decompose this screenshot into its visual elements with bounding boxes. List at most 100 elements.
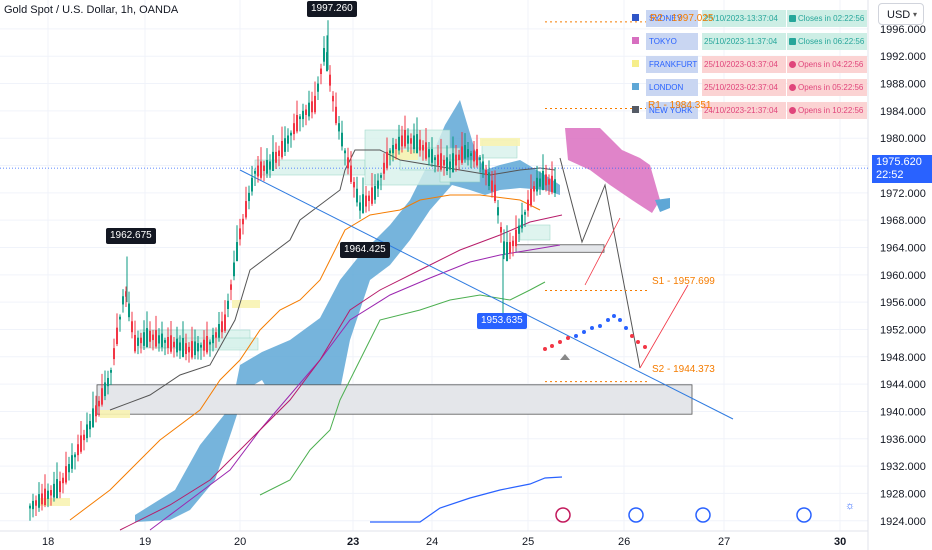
candle-body <box>44 488 46 506</box>
candle-body <box>446 157 448 171</box>
y-tick-label: 1996.000 <box>880 24 926 36</box>
candle-body <box>551 175 553 193</box>
chevron-down-icon: ▾ <box>912 10 917 19</box>
ma-purple-fast <box>119 214 563 531</box>
candle-body <box>248 192 250 202</box>
candle-body <box>242 218 244 225</box>
candle-body <box>542 170 544 191</box>
candle-body <box>203 339 205 351</box>
candle-body <box>533 186 535 192</box>
candle-body <box>464 145 466 159</box>
settings-gear-icon[interactable]: ☼ <box>845 500 856 512</box>
candle-body <box>146 328 148 348</box>
session-time: 25/10/2023-13:37:04 <box>702 10 786 27</box>
candle-body <box>209 341 211 345</box>
candle-body <box>95 405 97 417</box>
candle-body <box>455 154 457 166</box>
session-time: 24/10/2023-21:37:04 <box>702 102 786 119</box>
book-icon <box>789 38 796 45</box>
candle-body <box>305 109 307 115</box>
consolidation-box <box>519 224 551 241</box>
candle-body <box>374 186 376 200</box>
candle-body <box>62 477 64 484</box>
candle-body <box>449 161 451 170</box>
candle-body <box>269 161 271 170</box>
candle-body <box>188 346 190 353</box>
pattern-dot <box>550 344 554 348</box>
session-name: NEW YORK <box>646 102 698 119</box>
y-tick-label: 1952.000 <box>880 324 926 336</box>
candle-body <box>299 116 301 120</box>
y-tick-label: 1960.000 <box>880 270 926 282</box>
candle-body <box>308 102 310 117</box>
candle-body <box>227 300 229 309</box>
candle-body <box>512 240 514 247</box>
candle-body <box>71 455 73 469</box>
candle-body <box>116 327 118 345</box>
candle-body <box>173 341 175 348</box>
candle-body <box>479 157 481 161</box>
candles <box>29 35 556 521</box>
y-tick-label: 1956.000 <box>880 297 926 309</box>
candle-body <box>398 136 400 151</box>
candle-body <box>278 150 280 156</box>
candle-body <box>392 145 394 154</box>
candle-body <box>536 177 538 192</box>
candle-body <box>413 135 415 150</box>
y-tick-label: 1980.000 <box>880 133 926 145</box>
candle-body <box>428 149 430 158</box>
candle-body <box>122 296 124 305</box>
pattern-dot <box>598 324 602 328</box>
candle-body <box>518 225 520 234</box>
candle-body <box>362 194 364 214</box>
candle-body <box>137 337 139 346</box>
candle-body <box>548 179 550 185</box>
dot-icon <box>789 84 796 91</box>
candle-body <box>395 143 397 150</box>
candle-body <box>473 150 475 162</box>
candle-body <box>194 341 196 356</box>
session-swatch <box>632 14 639 21</box>
callout-left-high: 1962.675 <box>106 228 156 244</box>
y-tick-label: 1948.000 <box>880 352 926 364</box>
highlight-box <box>232 300 260 308</box>
candle-body <box>155 330 157 347</box>
candle-body <box>371 187 373 204</box>
level-label-s1: S1 - 1957.699 <box>652 276 715 287</box>
candle-body <box>53 483 55 498</box>
candle-body <box>89 421 91 430</box>
session-name: TOKYO <box>646 33 698 50</box>
candle-body <box>545 174 547 186</box>
y-tick-label: 1944.000 <box>880 379 926 391</box>
candle-body <box>101 388 103 405</box>
candle-body <box>74 454 76 458</box>
y-tick-label: 1928.000 <box>880 488 926 500</box>
callout-low: 1953.635 <box>477 313 527 329</box>
y-tick-label: 1968.000 <box>880 215 926 227</box>
currency-button[interactable]: USD ▾ <box>878 3 924 25</box>
candle-body <box>470 153 472 156</box>
projection-path <box>559 157 641 369</box>
pattern-dot <box>558 340 562 344</box>
candle-body <box>293 123 295 135</box>
highlight-box <box>388 150 418 160</box>
pattern-dot <box>643 345 647 349</box>
session-status: Opens in 05:22:56 <box>787 79 867 96</box>
candle-body <box>488 172 490 187</box>
y-tick-label: 1932.000 <box>880 461 926 473</box>
y-tick-label: 1988.000 <box>880 79 926 91</box>
candle-body <box>281 140 283 158</box>
pattern-dot <box>624 326 628 330</box>
candle-body <box>191 341 193 358</box>
session-status-text: Closes in 06:22:56 <box>798 37 865 46</box>
candle-body <box>176 338 178 353</box>
senkou-orange-line <box>69 194 541 521</box>
candle-body <box>515 229 517 247</box>
ichimoku-cloud <box>135 100 560 522</box>
y-tick-label: 1924.000 <box>880 516 926 528</box>
candle-body <box>386 151 388 169</box>
candle-body <box>503 241 505 256</box>
x-tick-label: 23 <box>347 536 359 548</box>
candle-body <box>218 324 220 338</box>
